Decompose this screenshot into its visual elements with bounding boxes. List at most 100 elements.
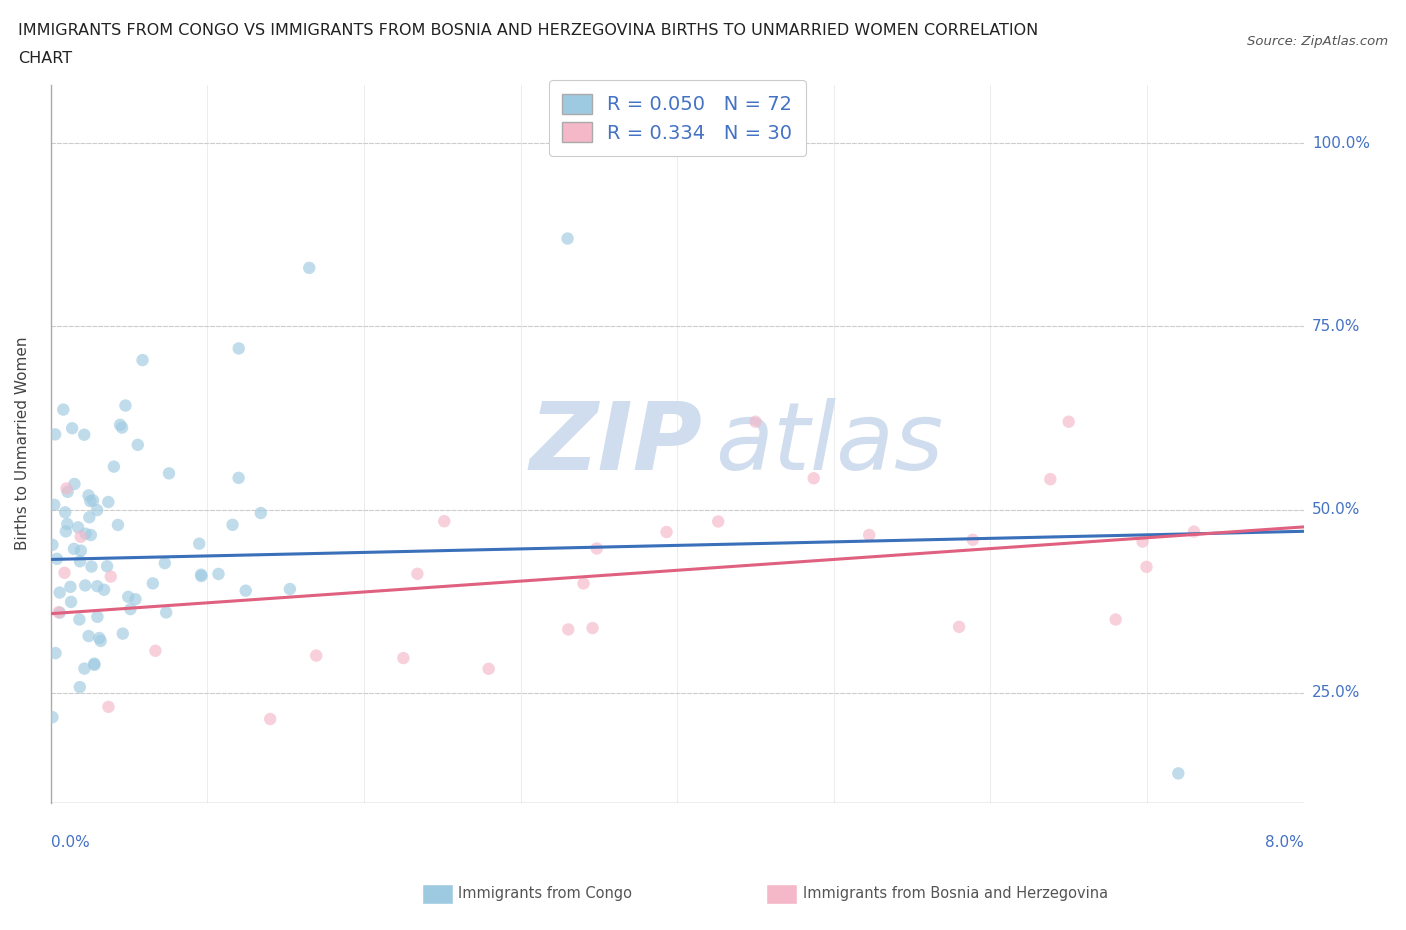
Point	[80, 527, 103, 542]
Point	[207, 566, 229, 581]
Point	[67, 520, 90, 535]
Point	[1182, 525, 1205, 539]
Point	[69, 680, 91, 695]
Text: Source: ZipAtlas.com: Source: ZipAtlas.com	[1247, 35, 1388, 48]
Point	[142, 576, 165, 591]
Text: 8.0%: 8.0%	[1265, 835, 1303, 850]
Point	[557, 232, 579, 246]
Point	[188, 537, 211, 551]
Point	[1167, 766, 1189, 781]
Point	[63, 476, 86, 491]
Point	[86, 502, 108, 517]
Point	[962, 532, 984, 547]
Point	[120, 602, 142, 617]
Point	[41, 710, 63, 724]
Text: Immigrants from Congo: Immigrants from Congo	[458, 886, 633, 901]
Point	[305, 648, 328, 663]
Point	[1135, 560, 1157, 575]
Text: 0.0%: 0.0%	[51, 835, 90, 850]
Point	[392, 651, 415, 666]
Text: ZIP: ZIP	[530, 398, 702, 490]
Point	[53, 565, 76, 580]
Point	[127, 437, 149, 452]
Point	[75, 578, 97, 592]
Point	[1105, 612, 1128, 627]
Point	[111, 420, 134, 435]
Point	[97, 495, 120, 510]
Y-axis label: Births to Unmarried Women: Births to Unmarried Women	[15, 337, 30, 551]
Point	[155, 605, 177, 620]
Point	[79, 494, 101, 509]
Point	[103, 459, 125, 474]
Point	[157, 466, 180, 481]
Point	[1039, 472, 1062, 486]
Point	[707, 514, 730, 529]
Point	[433, 513, 456, 528]
Point	[56, 516, 79, 531]
Point	[107, 517, 129, 532]
Point	[52, 402, 75, 417]
Point	[48, 585, 70, 600]
Point	[93, 582, 115, 597]
Point	[63, 541, 86, 556]
Point	[803, 471, 825, 485]
Point	[581, 620, 603, 635]
Point	[41, 538, 63, 552]
Point	[73, 661, 96, 676]
Point	[1132, 534, 1154, 549]
Point	[69, 554, 91, 569]
Text: 75.0%: 75.0%	[1312, 319, 1360, 334]
Point	[585, 541, 607, 556]
Point	[478, 661, 501, 676]
Point	[259, 711, 281, 726]
Point	[44, 645, 66, 660]
Text: 50.0%: 50.0%	[1312, 502, 1360, 517]
Point	[75, 526, 97, 541]
Point	[59, 579, 82, 594]
Point	[82, 493, 104, 508]
Point	[744, 414, 766, 429]
Point	[60, 420, 83, 435]
Point	[117, 590, 139, 604]
Point	[406, 566, 429, 581]
Point	[49, 605, 72, 620]
Point	[221, 517, 243, 532]
Point	[235, 583, 257, 598]
Point	[73, 427, 96, 442]
Point	[114, 398, 136, 413]
Point	[67, 612, 90, 627]
Point	[108, 418, 131, 432]
Point	[948, 619, 970, 634]
Point	[111, 626, 134, 641]
Point	[53, 505, 76, 520]
Text: 100.0%: 100.0%	[1312, 136, 1369, 151]
Point	[572, 576, 595, 591]
Point	[145, 644, 167, 658]
Point	[55, 481, 77, 496]
Point	[278, 581, 301, 596]
Point	[86, 578, 108, 593]
Point	[48, 604, 70, 619]
Point	[131, 352, 153, 367]
Point	[228, 341, 250, 356]
Point	[858, 527, 880, 542]
Point	[60, 594, 83, 609]
Point	[55, 524, 77, 538]
Text: atlas: atlas	[714, 398, 943, 489]
Point	[86, 609, 108, 624]
Point	[249, 506, 271, 521]
Point	[153, 556, 176, 571]
Point	[44, 427, 66, 442]
Point	[228, 471, 250, 485]
Text: 25.0%: 25.0%	[1312, 685, 1360, 700]
Point	[45, 551, 67, 566]
Point	[89, 631, 111, 645]
Text: IMMIGRANTS FROM CONGO VS IMMIGRANTS FROM BOSNIA AND HERZEGOVINA BIRTHS TO UNMARR: IMMIGRANTS FROM CONGO VS IMMIGRANTS FROM…	[18, 23, 1039, 38]
Point	[124, 591, 146, 606]
Point	[83, 657, 105, 671]
Text: Immigrants from Bosnia and Herzegovina: Immigrants from Bosnia and Herzegovina	[803, 886, 1108, 901]
Point	[56, 485, 79, 499]
Point	[80, 559, 103, 574]
Point	[69, 529, 91, 544]
Point	[83, 658, 105, 672]
